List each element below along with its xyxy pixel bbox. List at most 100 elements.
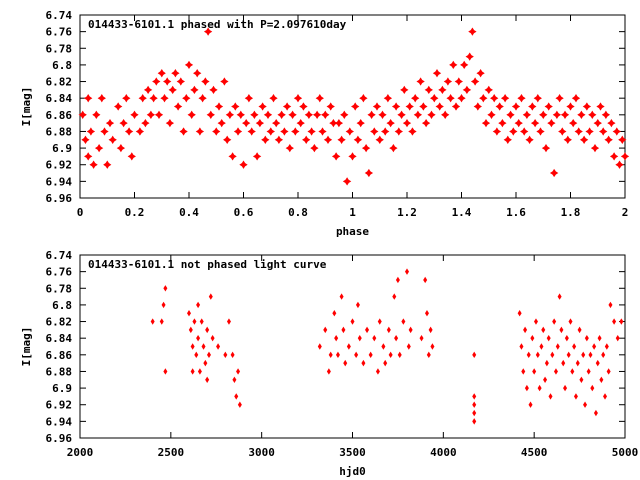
data-point	[226, 318, 231, 325]
x-axis-title: hjd0	[339, 465, 366, 478]
data-point	[511, 102, 521, 111]
data-point	[236, 110, 245, 119]
data-point	[375, 135, 384, 144]
data-point	[618, 135, 627, 144]
data-point	[438, 85, 447, 95]
data-point	[528, 102, 537, 111]
data-point	[449, 60, 458, 70]
data-point	[84, 94, 93, 103]
data-point	[525, 135, 534, 144]
data-point	[593, 409, 598, 417]
data-point	[590, 384, 595, 392]
data-point	[607, 118, 616, 128]
data-point	[231, 102, 240, 111]
data-point	[487, 110, 496, 119]
data-point	[299, 102, 308, 111]
data-point	[130, 110, 139, 119]
data-point	[152, 77, 161, 86]
data-point	[588, 110, 597, 119]
x-axis-title: phase	[336, 225, 369, 238]
x-tick-label: 0.4	[179, 206, 199, 219]
data-point	[413, 110, 423, 119]
data-point	[329, 118, 338, 128]
data-point	[558, 127, 567, 136]
data-point	[451, 102, 461, 111]
data-point	[205, 376, 210, 383]
data-point	[365, 326, 370, 334]
data-point	[108, 135, 117, 144]
data-point	[353, 135, 363, 144]
data-point	[564, 334, 569, 342]
data-point	[457, 94, 466, 103]
data-point	[334, 118, 344, 128]
data-point	[519, 343, 524, 350]
y-tick-label: 6.88	[46, 365, 73, 378]
y-tick-label: 6.8	[52, 59, 72, 72]
data-point	[428, 326, 433, 334]
data-point	[561, 359, 566, 367]
data-point	[408, 127, 417, 136]
data-point	[575, 359, 580, 367]
data-point	[190, 85, 199, 95]
data-point	[423, 276, 428, 284]
data-point	[593, 118, 602, 128]
data-point	[342, 177, 352, 186]
data-point	[350, 318, 355, 325]
data-point	[201, 77, 210, 86]
data-point	[277, 110, 286, 119]
data-point	[465, 52, 474, 61]
data-point	[345, 127, 354, 136]
data-point	[193, 69, 202, 78]
y-tick-label: 6.76	[46, 266, 73, 279]
data-point	[401, 318, 406, 325]
data-point	[163, 77, 172, 86]
data-point	[216, 343, 221, 350]
x-tick-label: 4500	[521, 446, 548, 459]
data-point	[239, 160, 248, 169]
data-point	[190, 368, 195, 375]
data-point	[537, 384, 542, 392]
data-point	[157, 69, 166, 78]
data-point	[326, 368, 331, 375]
x-tick-label: 4000	[430, 446, 457, 459]
data-point	[272, 118, 281, 128]
data-point	[201, 343, 206, 350]
data-point	[161, 301, 166, 309]
data-point	[372, 334, 377, 342]
data-point	[539, 110, 548, 119]
data-point	[612, 318, 617, 325]
data-point	[566, 102, 575, 111]
data-point	[310, 143, 319, 153]
data-point	[395, 276, 400, 284]
y-tick-label: 6.8	[52, 299, 72, 312]
data-point	[577, 110, 586, 119]
data-point	[127, 152, 136, 161]
data-point	[206, 110, 215, 119]
data-point	[233, 127, 243, 136]
data-point	[549, 168, 559, 178]
data-point	[346, 343, 351, 350]
data-point	[520, 127, 529, 136]
data-point	[522, 110, 532, 119]
data-point	[247, 127, 256, 136]
data-point	[105, 118, 115, 128]
y-tick-label: 6.74	[46, 9, 73, 22]
data-point	[328, 351, 333, 359]
x-tick-label: 1.4	[452, 206, 472, 219]
data-point	[163, 368, 168, 375]
data-point	[563, 384, 568, 392]
data-point	[426, 351, 431, 359]
data-point	[188, 326, 193, 334]
data-point	[568, 318, 573, 325]
data-point	[323, 326, 328, 334]
data-point	[176, 77, 185, 86]
data-point	[258, 102, 267, 111]
data-point	[386, 118, 395, 128]
data-point	[571, 94, 581, 103]
data-point	[572, 343, 577, 350]
data-point	[498, 118, 507, 128]
data-point	[402, 118, 412, 128]
data-point	[530, 334, 535, 342]
data-point	[443, 77, 453, 86]
